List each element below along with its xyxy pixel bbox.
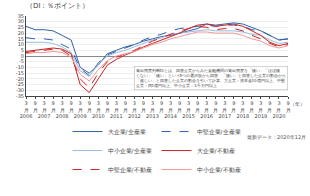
svg-text:-15: -15	[16, 70, 24, 76]
svg-text:3月2014: 3月2014	[164, 100, 177, 119]
svg-text:3月2019: 3月2019	[255, 100, 268, 119]
svg-text:中小企業/全産業: 中小企業/全産業	[108, 147, 152, 154]
svg-text:20: 20	[18, 30, 24, 36]
svg-text:3月2017: 3月2017	[218, 100, 231, 119]
svg-text:9月: 9月	[159, 100, 164, 113]
svg-text:30: 30	[18, 18, 24, 24]
svg-text:3月2007: 3月2007	[38, 100, 51, 119]
svg-text:中堅企業/不動産: 中堅企業/不動産	[108, 166, 152, 173]
svg-text:0: 0	[21, 53, 24, 59]
svg-text:-25: -25	[16, 81, 24, 87]
svg-text:最新データ：2020年12月: 最新データ：2020年12月	[247, 134, 306, 140]
svg-text:-30: -30	[16, 87, 24, 93]
svg-text:3月2018: 3月2018	[236, 100, 249, 119]
svg-text:9月: 9月	[69, 100, 74, 113]
svg-text:9月: 9月	[249, 100, 254, 113]
svg-text:（年）: （年）	[290, 101, 305, 107]
svg-text:3月2020: 3月2020	[273, 100, 286, 119]
svg-text:3月2013: 3月2013	[146, 100, 159, 119]
svg-text:3月2012: 3月2012	[128, 100, 141, 119]
svg-text:大企業/全産業: 大企業/全産業	[108, 128, 146, 135]
svg-text:中堅企業/全産業: 中堅企業/全産業	[197, 128, 241, 135]
svg-text:大企業/不動産: 大企業/不動産	[197, 147, 235, 154]
svg-text:-5: -5	[19, 58, 24, 64]
svg-text:9月: 9月	[195, 100, 200, 113]
svg-text:9月: 9月	[141, 100, 146, 113]
svg-text:3月2009: 3月2009	[74, 100, 87, 119]
svg-text:10: 10	[18, 41, 24, 47]
svg-text:9月: 9月	[286, 100, 291, 113]
svg-text:25: 25	[18, 24, 24, 30]
svg-text:9月: 9月	[33, 100, 38, 113]
svg-text:貸出態度判断DIとは、回答企業からみた金融機関の貸出態度を「: 貸出態度判断DIとは、回答企業からみた金融機関の貸出態度を「緩い」「ほぼ緩くない…	[136, 68, 287, 89]
svg-text:9月: 9月	[213, 100, 218, 113]
svg-text:35: 35	[18, 13, 24, 19]
svg-text:3月2016: 3月2016	[200, 100, 213, 119]
svg-text:（DI：％ポイント）: （DI：％ポイント）	[26, 2, 89, 10]
svg-text:9月: 9月	[177, 100, 182, 113]
svg-text:9月: 9月	[105, 100, 110, 113]
svg-text:9月: 9月	[231, 100, 236, 113]
svg-text:-35: -35	[16, 93, 24, 99]
svg-text:9月: 9月	[267, 100, 272, 113]
svg-text:5: 5	[21, 47, 24, 53]
svg-text:3月2010: 3月2010	[92, 100, 105, 119]
svg-text:9月: 9月	[87, 100, 92, 113]
svg-text:3月2006: 3月2006	[20, 100, 33, 119]
svg-text:3月2015: 3月2015	[182, 100, 195, 119]
svg-text:3月2008: 3月2008	[56, 100, 69, 119]
svg-text:-20: -20	[16, 76, 24, 82]
svg-text:-10: -10	[16, 64, 24, 70]
svg-text:9月: 9月	[51, 100, 56, 113]
svg-text:15: 15	[18, 36, 24, 42]
svg-text:中小企業/不動産: 中小企業/不動産	[197, 166, 241, 173]
svg-text:3月2011: 3月2011	[110, 100, 123, 119]
svg-text:9月: 9月	[123, 100, 128, 113]
